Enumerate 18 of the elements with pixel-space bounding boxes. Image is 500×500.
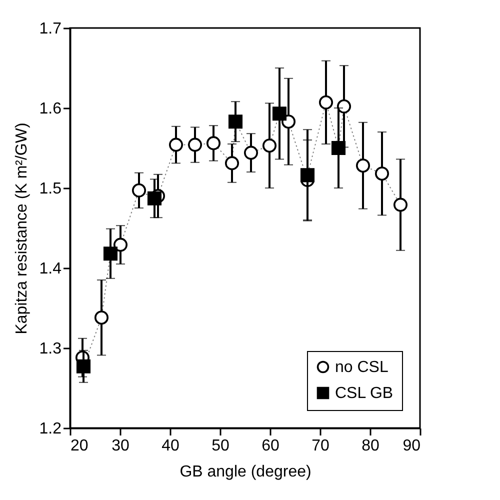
- legend-label: no CSL: [335, 359, 388, 376]
- x-tick-label: 50: [212, 438, 230, 454]
- y-axis-title: Kapitza resistance (K m²/GW): [13, 122, 30, 334]
- y-tick-label: 1.4: [39, 260, 62, 278]
- y-tick-label: 1.2: [39, 420, 62, 438]
- y-tick-label: 1.3: [39, 340, 62, 358]
- x-tick-label: 30: [112, 438, 130, 454]
- legend-label: CSL GB: [335, 385, 394, 402]
- y-tick-label: 1.5: [39, 180, 62, 198]
- x-tick-label: 40: [162, 438, 180, 454]
- x-tick-label: 80: [362, 438, 380, 454]
- y-tick-label: 1.6: [39, 100, 62, 118]
- y-tick-label: 1.7: [39, 20, 62, 38]
- x-axis-title: GB angle (degree): [180, 464, 312, 480]
- x-tick-label: 20: [70, 438, 88, 454]
- x-tick-label: 60: [262, 438, 280, 454]
- x-tick-label: 70: [312, 438, 330, 454]
- x-tick-label: 90: [402, 438, 421, 454]
